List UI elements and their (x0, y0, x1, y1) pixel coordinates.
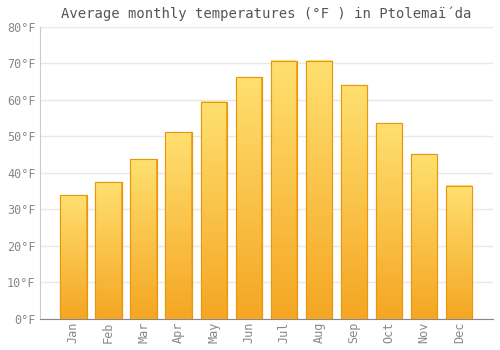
Bar (341, 85, 367, 319)
Bar (236, 77, 262, 319)
Bar (306, 61, 332, 319)
Bar (166, 132, 192, 319)
Bar (270, 61, 297, 319)
Bar (376, 123, 402, 319)
Title: Average monthly temperatures (°F ) in Ptolemaḯda: Average monthly temperatures (°F ) in Pt… (61, 7, 472, 21)
Bar (270, 61, 297, 319)
Bar (446, 186, 472, 319)
Bar (200, 102, 227, 319)
Bar (341, 85, 367, 319)
Bar (200, 102, 227, 319)
Bar (60, 196, 86, 319)
Bar (96, 182, 122, 319)
Bar (306, 61, 332, 319)
Bar (60, 196, 86, 319)
Bar (446, 186, 472, 319)
Bar (236, 77, 262, 319)
Bar (130, 159, 156, 319)
Bar (411, 154, 438, 319)
Bar (411, 154, 438, 319)
Bar (130, 159, 156, 319)
Bar (96, 182, 122, 319)
Bar (376, 123, 402, 319)
Bar (166, 132, 192, 319)
